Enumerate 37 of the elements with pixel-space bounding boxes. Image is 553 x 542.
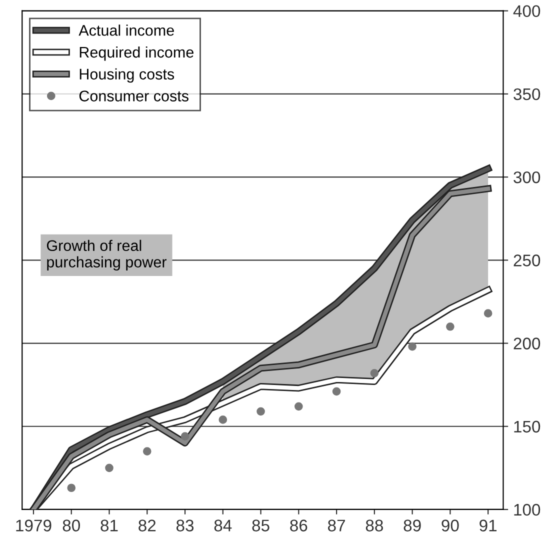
y-tick-label: 200 <box>514 338 540 350</box>
y-tick-label: 400 <box>513 5 540 18</box>
x-tick-label: 89 <box>404 520 421 532</box>
y-tick-label: 300 <box>514 171 540 184</box>
x-tick-label: 85 <box>252 520 270 532</box>
legend-label: Housing costs <box>80 68 174 83</box>
point <box>218 416 228 424</box>
point <box>142 447 152 456</box>
point <box>370 369 379 378</box>
y-tick-label: 250 <box>514 254 540 266</box>
annotation: Growth of real purchasing power <box>46 240 167 271</box>
x-tick-label: 90 <box>442 520 459 532</box>
point <box>256 407 265 416</box>
point <box>67 484 76 492</box>
x-tick-label: 83 <box>176 520 194 532</box>
x-tick-label: 87 <box>328 520 345 532</box>
point <box>484 309 492 318</box>
x-tick-label: 84 <box>214 520 232 532</box>
point <box>105 464 114 472</box>
x-tick-label: 81 <box>100 520 118 532</box>
y-tick-label: 150 <box>514 420 540 433</box>
x-tick-label: 88 <box>366 520 383 532</box>
point <box>408 342 416 351</box>
x-tick-label: 1979 <box>16 520 52 532</box>
x-tick-label: 86 <box>290 520 308 532</box>
x-tick-label: 80 <box>62 520 80 532</box>
legend-label: Consumer costs <box>79 90 188 102</box>
x-tick-label: 82 <box>138 520 156 532</box>
y-tick-label: 100 <box>514 504 540 516</box>
point <box>294 402 303 411</box>
x-tick-label: 91 <box>480 520 497 532</box>
legend-label: Actual income <box>78 24 174 36</box>
point <box>446 322 454 331</box>
legend-label: Required income <box>80 46 194 61</box>
point <box>332 387 341 396</box>
y-tick-label: 350 <box>514 88 540 100</box>
point <box>180 432 190 441</box>
